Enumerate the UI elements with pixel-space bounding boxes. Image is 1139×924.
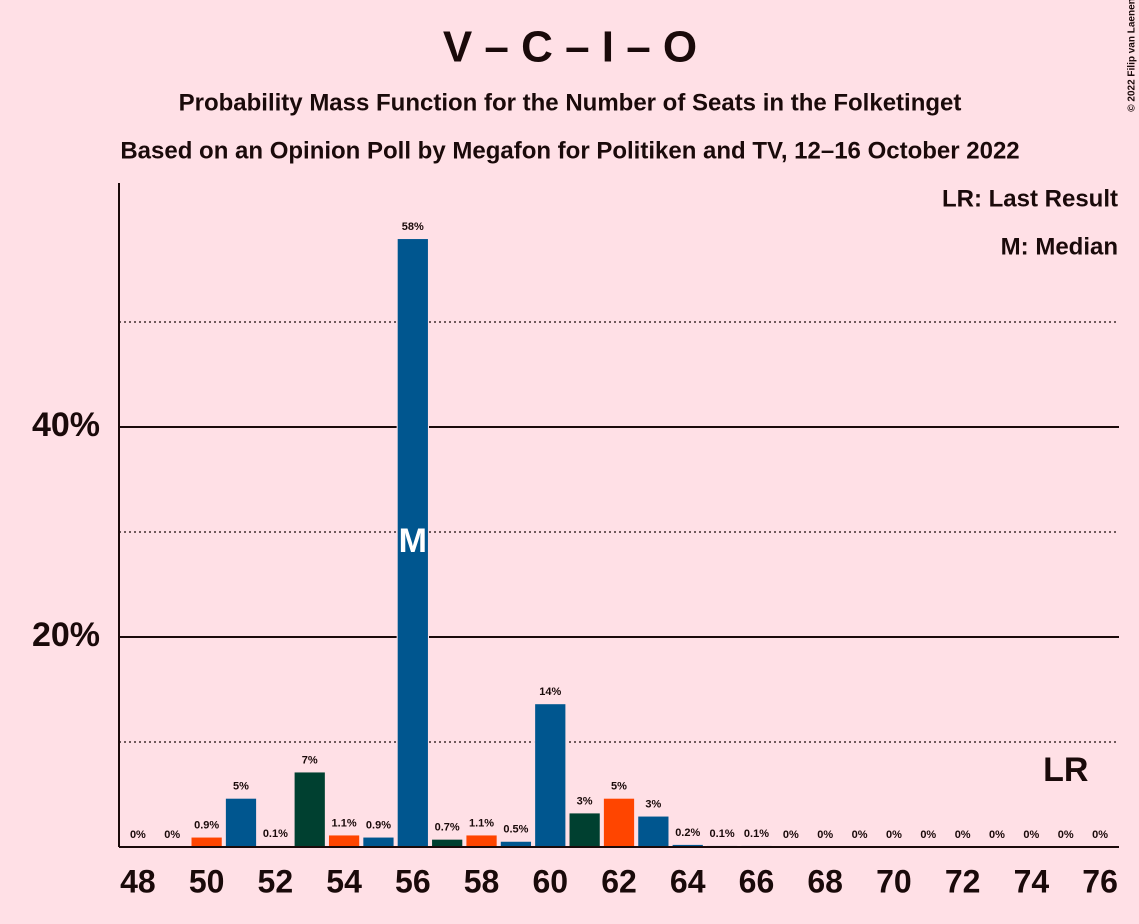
data-label: 1.1% [332, 817, 357, 829]
bar [569, 813, 600, 847]
data-label: 0.1% [263, 828, 288, 840]
x-tick-label: 74 [1014, 863, 1050, 899]
data-label: 0.2% [675, 827, 700, 839]
bar-gap [1083, 843, 1117, 847]
data-label: 0% [783, 829, 799, 841]
legend-entry: M: Median [1001, 233, 1118, 260]
bar-gap [946, 843, 979, 847]
chart-subtitle: Based on an Opinion Poll by Megafon for … [120, 137, 1019, 164]
x-tick-label: 60 [532, 863, 568, 899]
bar [638, 816, 669, 847]
bar [603, 798, 635, 847]
data-label: 0% [886, 829, 902, 841]
last-result-marker: LR [1043, 751, 1088, 789]
x-tick-label: 52 [258, 863, 294, 899]
data-label: 0.5% [503, 824, 528, 836]
data-label: 0% [1058, 829, 1074, 841]
data-label: 0% [130, 829, 146, 841]
bar-gap [705, 841, 739, 847]
data-label: 0% [955, 829, 971, 841]
bar [294, 772, 325, 847]
data-label: 0.9% [194, 819, 219, 831]
data-label: 0% [920, 829, 936, 841]
bar-gap [1015, 843, 1048, 847]
bar [397, 239, 428, 848]
data-label: 0.1% [710, 828, 735, 840]
bar [328, 835, 360, 847]
bar-gap [259, 841, 292, 847]
data-label: 7% [302, 754, 318, 766]
x-tick-label: 72 [945, 863, 981, 899]
bar-gap [843, 843, 876, 847]
data-label: 5% [611, 781, 627, 793]
x-tick-label: 48 [120, 863, 156, 899]
data-label: 58% [402, 221, 424, 233]
data-label: 0% [852, 829, 868, 841]
bar-gap [877, 843, 911, 847]
bar-gap [1049, 843, 1082, 847]
x-tick-label: 66 [739, 863, 775, 899]
data-label: 0.9% [366, 819, 391, 831]
data-label: 0% [817, 829, 833, 841]
x-tick-label: 62 [601, 863, 637, 899]
x-tick-label: 68 [807, 863, 843, 899]
x-tick-label: 50 [189, 863, 225, 899]
bar [225, 798, 257, 847]
data-label: 0% [989, 829, 1005, 841]
bar-gap [740, 841, 773, 847]
y-tick-label: 20% [32, 616, 100, 654]
bar-gap [774, 843, 808, 847]
bar-gap [809, 843, 842, 847]
data-label: 3% [577, 795, 593, 807]
data-label: 0% [164, 829, 180, 841]
x-tick-label: 54 [326, 863, 362, 899]
bar [466, 835, 497, 847]
chart-subtitle: Probability Mass Function for the Number… [179, 89, 962, 116]
x-tick-label: 64 [670, 863, 706, 899]
legend-entry: LR: Last Result [942, 185, 1118, 212]
bar-gap [912, 843, 945, 847]
x-tick-label: 58 [464, 863, 500, 899]
bar [535, 704, 566, 847]
bar-gap [671, 840, 704, 847]
bar [500, 841, 532, 847]
x-tick-label: 56 [395, 863, 431, 899]
bar [432, 839, 463, 847]
chart-title: V – C – I – O [443, 23, 697, 72]
data-label: 14% [539, 686, 561, 698]
x-tick-label: 70 [876, 863, 912, 899]
data-label: 0.1% [744, 828, 769, 840]
data-label: 1.1% [469, 817, 494, 829]
median-marker: M [399, 522, 427, 560]
bar-gap [121, 843, 155, 847]
bar [363, 837, 394, 847]
data-label: 0% [1023, 829, 1039, 841]
y-tick-label: 40% [32, 406, 100, 444]
bar-gap [156, 843, 189, 847]
data-label: 5% [233, 781, 249, 793]
copyright: © 2022 Filip van Laenen [1127, 0, 1138, 112]
data-label: 3% [645, 798, 661, 810]
bar [191, 837, 222, 847]
bar-gap [980, 843, 1014, 847]
x-tick-label: 76 [1082, 863, 1118, 899]
data-label: 0.7% [435, 822, 460, 834]
bar [672, 844, 703, 847]
data-label: 0% [1092, 829, 1108, 841]
